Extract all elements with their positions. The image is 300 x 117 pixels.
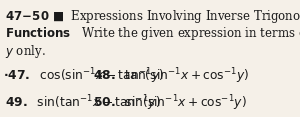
Text: $y$ only.: $y$ only. (5, 43, 46, 60)
Text: $\mathbf{50.}$  $\sin(\sin^{-1}\!x + \cos^{-1}\!y)$: $\mathbf{50.}$ $\sin(\sin^{-1}\!x + \cos… (93, 93, 246, 113)
Text: $\mathbf{48.}$  $\tan(\sin^{-1}\!x + \cos^{-1}\!y)$: $\mathbf{48.}$ $\tan(\sin^{-1}\!x + \cos… (93, 67, 249, 86)
Text: $\mathbf{47\!-\!50}$ $\blacksquare$  Expressions Involving Inverse Trigonometric: $\mathbf{47\!-\!50}$ $\blacksquare$ Expr… (5, 8, 300, 25)
Text: $\mathbf{Functions}$   Write the given expression in terms of $x$ and: $\mathbf{Functions}$ Write the given exp… (5, 25, 300, 42)
Text: $\mathbf{\cdot}$$\mathbf{47.}$  $\cos(\sin^{-1}\!x - \tan^{-1}\!y)$: $\mathbf{\cdot}$$\mathbf{47.}$ $\cos(\si… (3, 67, 164, 86)
Text: $\mathbf{49.}$  $\sin(\tan^{-1}\!x - \tan^{-1}\!y)$: $\mathbf{49.}$ $\sin(\tan^{-1}\!x - \tan… (5, 93, 161, 113)
